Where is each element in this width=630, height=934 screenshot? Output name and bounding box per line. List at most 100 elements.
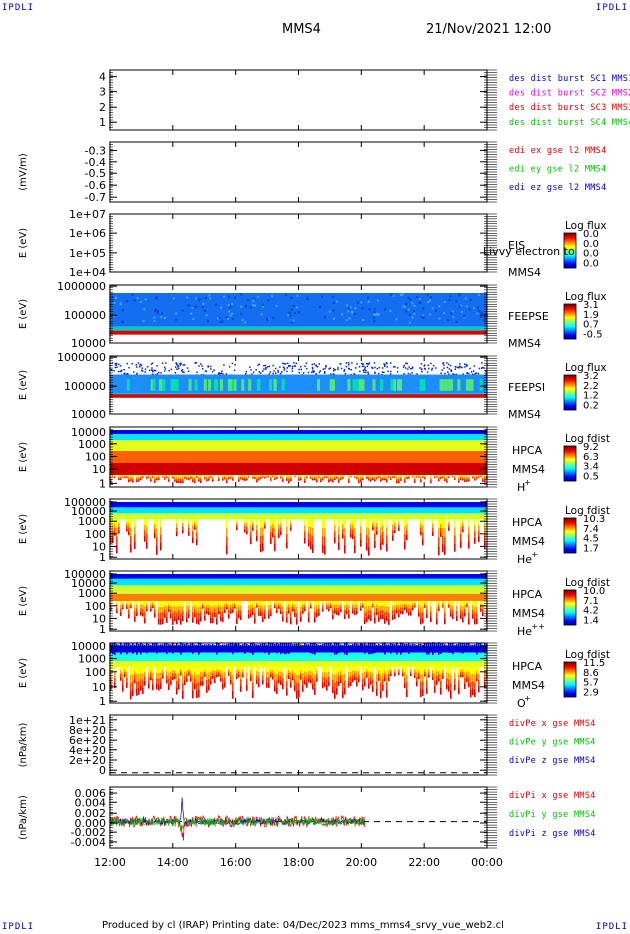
- spectrogram-band-p8: [110, 574, 487, 579]
- spectrogram-cell-p8: [314, 606, 316, 612]
- spectrogram-cell-p6: [332, 480, 334, 483]
- spectrogram-cell-p8: [274, 601, 276, 603]
- spectrogram-cell-p9: [232, 674, 234, 683]
- spectrogram-cell-p8: [150, 608, 152, 612]
- colorbar-strip-p4: [564, 317, 576, 319]
- spectrogram-cell-p5: [345, 365, 348, 368]
- spectrogram-band-p6: [110, 434, 487, 441]
- spectrogram-cell-p9: [470, 682, 472, 690]
- colorbar-strip-p8: [564, 592, 576, 594]
- spectrogram-cell-p8: [404, 601, 406, 604]
- y-axis-label-p10: (nPa/km): [18, 723, 29, 768]
- spectrogram-cell-p7: [350, 533, 352, 538]
- spectrogram-cell-p6: [180, 481, 182, 484]
- spectrogram-cell-p6: [210, 476, 212, 478]
- spectrogram-cell-p9: [212, 673, 214, 677]
- spectrogram-cell-p8: [218, 604, 220, 608]
- spectrogram-cell-p8: [120, 604, 122, 609]
- spectrogram-cell-p9: [338, 681, 340, 686]
- spectrogram-cell-p6: [356, 475, 358, 477]
- spectrogram-cell-p8: [276, 601, 278, 605]
- spectrogram-cell-p5: [353, 372, 355, 375]
- spectrogram-cell-p4: [443, 312, 446, 315]
- spectrogram-cell-p6: [168, 480, 170, 482]
- spectrogram-cell-p6: [264, 476, 266, 478]
- spectrogram-cell-p9: [298, 682, 300, 690]
- spectrogram-cell-p5: [152, 379, 156, 391]
- spectrogram-cell-p8: [334, 604, 336, 608]
- spectrogram-cell-p8: [326, 607, 328, 610]
- spectrogram-cell-p8: [126, 605, 128, 608]
- spectrogram-cell-p8: [122, 601, 124, 604]
- colorbar-strip-p9: [564, 664, 576, 666]
- spectrogram-cell-p6: [472, 475, 474, 476]
- spectrogram-cell-p9: [198, 674, 200, 683]
- colorbar-strip-p8: [564, 605, 576, 607]
- spectrogram-cell-p7: [468, 541, 470, 549]
- colorbar-strip-p6: [564, 454, 576, 456]
- spectrogram-cell-p6: [298, 475, 300, 477]
- spectrogram-cell-p8: [130, 604, 132, 607]
- spectrogram-cell-p9: [202, 667, 204, 672]
- spectrogram-cell-p9: [216, 667, 218, 670]
- spectrogram-cell-p9: [378, 667, 380, 671]
- spectrogram-cell-p7: [342, 524, 344, 530]
- spectrogram-cell-p8: [410, 601, 412, 605]
- spectrogram-cell-p8: [386, 606, 388, 612]
- colorbar-strip-p8: [564, 611, 576, 613]
- spectrogram-cell-p4: [252, 299, 255, 302]
- spectrogram-cell-p7: [272, 519, 274, 524]
- spectrogram-cell-p6: [156, 479, 158, 481]
- spectrogram-cell-p5: [263, 364, 265, 367]
- spectrogram-cell-p5: [283, 369, 285, 371]
- spectrogram-cell-p5: [350, 368, 352, 371]
- y-tick-label-p11: -0.004: [71, 836, 106, 849]
- spectrogram-cell-p6: [130, 479, 132, 482]
- spectrogram-cell-p9: [426, 687, 428, 694]
- spectrogram-cell-p5: [361, 379, 365, 391]
- spectrogram-cell-p8: [370, 611, 372, 617]
- spectrogram-cell-p8: [214, 605, 216, 610]
- spectrogram-cell-p9: [368, 677, 370, 684]
- spectrogram-cell-p6: [454, 477, 456, 479]
- spectrogram-cell-p5: [174, 366, 177, 368]
- spectrogram-cell-p6: [178, 480, 180, 483]
- corner-label-bottom-right: IPDLI: [595, 922, 628, 932]
- spectrogram-cell-p8: [412, 605, 414, 609]
- spectrogram-cell-p6: [182, 481, 184, 484]
- spectrogram-cell-p6: [184, 477, 186, 479]
- colorbar-strip-p5: [564, 377, 576, 379]
- spectrogram-cell-p6: [260, 478, 262, 480]
- spectrogram-cell-p5: [432, 364, 435, 367]
- spectrogram-cell-p6: [242, 476, 244, 478]
- spectrogram-cell-p9: [458, 643, 460, 652]
- spectrogram-cell-p5: [307, 371, 310, 374]
- spectrogram-cell-p5: [482, 367, 485, 369]
- spectrogram-cell-p9: [210, 667, 212, 672]
- spectrogram-cell-p7: [130, 535, 132, 545]
- spectrogram-cell-p8: [368, 610, 370, 615]
- spectrogram-cell-p4: [345, 319, 348, 322]
- spectrogram-cell-p6: [378, 476, 380, 478]
- y-tick-label-p2: -0.3: [85, 144, 106, 157]
- spectrogram-cell-p7: [478, 519, 480, 526]
- spectrogram-cell-p9: [144, 681, 146, 686]
- spectrogram-cell-p6: [374, 475, 376, 477]
- spectrogram-cell-p6: [316, 476, 318, 479]
- spectrogram-cell-p5: [177, 366, 179, 368]
- colorbar-strip-p3: [564, 243, 576, 245]
- spectrogram-cell-p5: [175, 362, 177, 364]
- spectrogram-cell-p6: [244, 477, 246, 480]
- spectrogram-cell-p8: [200, 601, 202, 607]
- spectrogram-cell-p9: [370, 642, 372, 655]
- spectrogram-cell-p7: [118, 530, 120, 534]
- spectrogram-cell-p8: [450, 601, 452, 605]
- colorbar-strip-p8: [564, 617, 576, 619]
- spectrogram-cell-p9: [388, 644, 390, 650]
- spectrogram-cell-p8: [408, 608, 410, 612]
- spectrogram-cell-p9: [312, 683, 314, 690]
- spectrogram-cell-p7: [374, 519, 376, 527]
- spectrogram-cell-p9: [122, 644, 124, 650]
- spectrogram-cell-p9: [216, 672, 218, 675]
- spectrogram-cell-p8: [268, 601, 270, 606]
